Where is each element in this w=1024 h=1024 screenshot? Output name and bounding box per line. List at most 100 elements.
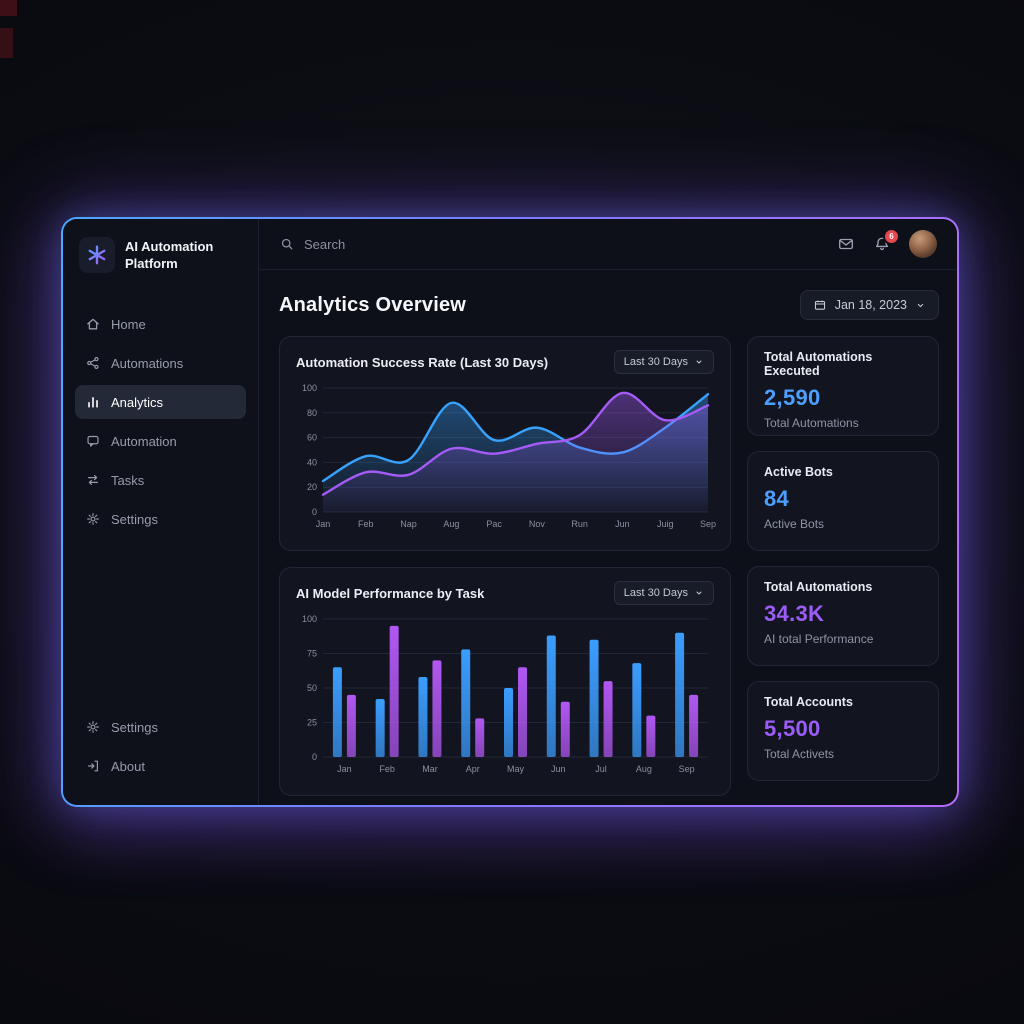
- svg-text:Juig: Juig: [657, 519, 674, 529]
- svg-text:50: 50: [307, 683, 317, 693]
- model-performance-bar-chart: 0 25 50 75 100 Jan Feb Mar Apr May Jun Jul Aug Sep: [302, 614, 708, 774]
- svg-text:40: 40: [307, 457, 317, 467]
- card-title: Automation Success Rate (Last 30 Days): [296, 354, 549, 370]
- svg-text:100: 100: [302, 614, 317, 624]
- range-label: Last 30 Days: [623, 587, 688, 599]
- sidebar-item-label: Automations: [111, 355, 184, 371]
- sidebar-item-label: Settings: [111, 719, 158, 735]
- date-picker-button[interactable]: Jan 18, 2023: [799, 290, 939, 320]
- app-logo: [79, 237, 115, 273]
- app-window: AI Automation Platform Home Automations …: [61, 217, 959, 807]
- stat-card-active-bots: Active Bots 84 Active Bots: [747, 451, 939, 551]
- stat-value: 5,500: [764, 716, 821, 741]
- arrow-exit-icon: [88, 760, 98, 772]
- card-title: AI Model Performance by Task: [296, 585, 485, 601]
- svg-text:Nap: Nap: [400, 519, 417, 529]
- svg-text:Jun: Jun: [551, 764, 566, 774]
- page-title: Analytics Overview: [279, 293, 467, 316]
- sidebar-nav: Home Automations Analytics Automation Ta…: [63, 307, 258, 536]
- stat-title: Total Accounts: [764, 695, 853, 709]
- stat-value: 2,590: [764, 385, 821, 410]
- model-performance-card: AI Model Performance by Task Last 30 Day…: [279, 567, 731, 796]
- notifications-button[interactable]: 6: [873, 230, 898, 253]
- stat-title: Total Automations: [764, 580, 873, 594]
- svg-text:100: 100: [302, 383, 317, 393]
- sidebar-item-home[interactable]: Home: [75, 307, 246, 341]
- sidebar-item-automations[interactable]: Automations: [75, 346, 246, 380]
- arrows-swap-icon: [88, 475, 98, 485]
- sidebar-item-label: About: [111, 758, 145, 774]
- gear-icon: [87, 513, 99, 525]
- search-box: [279, 236, 524, 252]
- svg-text:0: 0: [312, 752, 317, 762]
- sidebar-item-label: Home: [111, 316, 146, 332]
- main-content: Analytics Overview Jan 18, 2023 Automati…: [259, 270, 957, 805]
- app-title: AI Automation Platform: [125, 239, 214, 271]
- sidebar-item-analytics[interactable]: Analytics: [75, 385, 246, 419]
- user-avatar[interactable]: [909, 230, 937, 258]
- stat-value: 34.3K: [764, 601, 825, 626]
- svg-text:Mar: Mar: [422, 764, 438, 774]
- success-rate-line-chart: 0 20 40 60 80 100 Jan Feb Nap Aug Pac Nov Run Jun Juig…: [302, 383, 716, 529]
- svg-text:Jan: Jan: [316, 519, 331, 529]
- stats-column: Total Automations Executed 2,590 Total A…: [747, 336, 939, 796]
- range-label: Last 30 Days: [623, 356, 688, 368]
- mail-button[interactable]: [837, 235, 855, 253]
- sidebar-footer-nav: Settings About: [63, 710, 258, 805]
- screen-artifact: [0, 0, 17, 16]
- dashboard-grid: Automation Success Rate (Last 30 Days) L…: [279, 336, 939, 796]
- sidebar-footer-about[interactable]: About: [75, 749, 246, 783]
- svg-text:Aug: Aug: [636, 764, 652, 774]
- sidebar-item-settings[interactable]: Settings: [75, 502, 246, 536]
- sidebar-item-label: Tasks: [111, 472, 145, 488]
- svg-text:Sep: Sep: [700, 519, 716, 529]
- stat-subtitle: AI total Performance: [764, 632, 874, 646]
- charts-column: Automation Success Rate (Last 30 Days) L…: [279, 336, 731, 796]
- range-dropdown[interactable]: Last 30 Days: [613, 350, 714, 374]
- svg-text:Nov: Nov: [529, 519, 546, 529]
- range-dropdown[interactable]: Last 30 Days: [613, 581, 714, 605]
- mail-icon: [839, 238, 853, 250]
- stat-value: 84: [764, 486, 790, 511]
- date-label: Jan 18, 2023: [834, 298, 907, 312]
- svg-text:Apr: Apr: [466, 764, 480, 774]
- chevron-down-icon: [917, 303, 924, 307]
- svg-text:Feb: Feb: [358, 519, 374, 529]
- gear-icon: [87, 721, 99, 733]
- sidebar-footer-settings[interactable]: Settings: [75, 710, 246, 744]
- page-header: Analytics Overview Jan 18, 2023: [279, 290, 939, 320]
- svg-text:75: 75: [307, 649, 317, 659]
- svg-text:Aug: Aug: [443, 519, 459, 529]
- screen-artifact: [0, 28, 13, 58]
- chevron-down-icon: [696, 360, 702, 364]
- stat-title: Active Bots: [764, 465, 833, 479]
- sidebar-spacer: [63, 536, 258, 710]
- workflow-icon: [87, 357, 99, 369]
- topbar: 6: [259, 219, 957, 270]
- sidebar-item-tasks[interactable]: Tasks: [75, 463, 246, 497]
- bell-icon: [875, 237, 889, 251]
- notification-badge: 6: [885, 230, 898, 243]
- svg-text:Pac: Pac: [486, 519, 502, 529]
- stat-subtitle: Active Bots: [764, 517, 825, 531]
- search-input[interactable]: [304, 236, 524, 252]
- svg-text:60: 60: [307, 433, 317, 443]
- main-column: 6 Analytics Overview Jan 18, 2023: [259, 219, 957, 805]
- sidebar-item-automation[interactable]: Automation: [75, 424, 246, 458]
- sidebar-item-label: Analytics: [111, 394, 164, 410]
- svg-text:20: 20: [307, 482, 317, 492]
- svg-text:Run: Run: [571, 519, 588, 529]
- sidebar: AI Automation Platform Home Automations …: [63, 219, 259, 805]
- stat-card-total-automations: Total Automations 34.3K AI total Perform…: [747, 566, 939, 666]
- chevron-down-icon: [696, 591, 702, 595]
- svg-text:Sep: Sep: [679, 764, 695, 774]
- stat-card-total-automations-executed: Total Automations Executed 2,590 Total A…: [747, 336, 939, 436]
- stat-card-total-accounts: Total Accounts 5,500 Total Activets: [747, 681, 939, 781]
- app-logo-block: AI Automation Platform: [63, 219, 258, 279]
- search-icon: [281, 238, 293, 250]
- svg-text:25: 25: [307, 718, 317, 728]
- svg-text:Jun: Jun: [615, 519, 630, 529]
- svg-text:0: 0: [312, 507, 317, 517]
- success-rate-card: Automation Success Rate (Last 30 Days) L…: [279, 336, 731, 551]
- chat-icon: [87, 435, 99, 447]
